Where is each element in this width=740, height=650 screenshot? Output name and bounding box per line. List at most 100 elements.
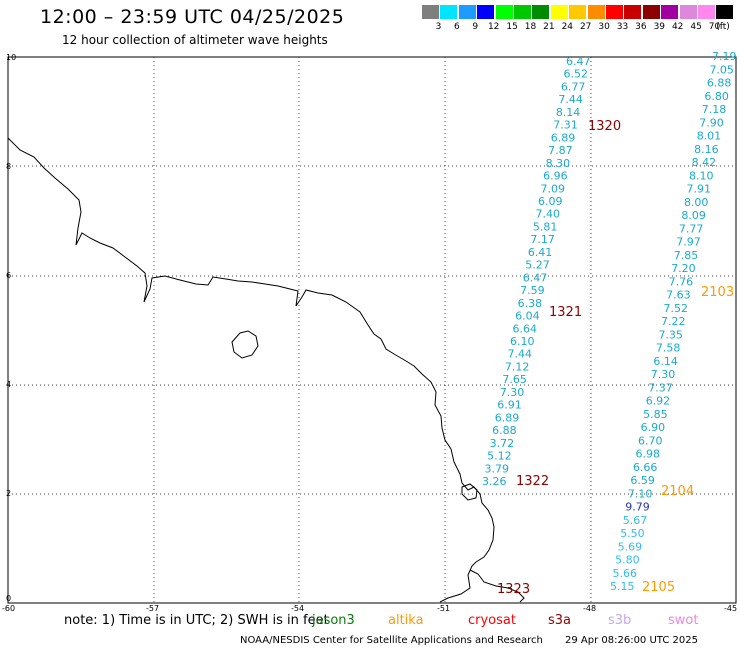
satellite-legend-item: altika <box>388 613 424 628</box>
scale-label: 45 <box>690 22 702 32</box>
track2-wave-value: 7.10 <box>628 487 653 500</box>
track1-wave-value: 6.47 <box>523 271 548 284</box>
scale-label: 24 <box>561 22 574 32</box>
track1-wave-value: 6.09 <box>538 195 563 208</box>
track1-wave-value: 5.27 <box>525 259 550 272</box>
track1-wave-value: 6.52 <box>563 68 588 81</box>
scale-label: 6 <box>454 22 460 32</box>
scale-swatch <box>532 5 550 19</box>
longitude-tick-label: -48 <box>583 604 597 613</box>
longitude-tick-label: -60 <box>2 604 16 613</box>
track1-wave-value: 5.12 <box>487 450 512 463</box>
latitude-tick-label: 6 <box>6 271 12 280</box>
scale-swatch <box>477 5 495 19</box>
latitude-tick-label: 2 <box>6 489 12 498</box>
scale-swatch <box>606 5 623 19</box>
track2-wave-value: 8.16 <box>694 143 719 156</box>
scale-label: 36 <box>635 22 647 32</box>
scale-label: 12 <box>487 22 500 32</box>
track2-wave-value: 6.92 <box>646 395 671 408</box>
track2-wave-value: 5.85 <box>643 408 668 421</box>
track1-wave-value: 6.41 <box>528 246 553 259</box>
coast-inlet <box>469 569 525 603</box>
track1-wave-value: 7.30 <box>500 386 525 399</box>
track1-wave-value: 8.30 <box>546 157 571 170</box>
track2-wave-value: 5.15 <box>610 580 635 593</box>
longitude-tick-label: -51 <box>437 604 451 613</box>
track1-wave-value: 7.59 <box>520 284 545 297</box>
satellite-legend-item: jason3 <box>312 613 355 628</box>
track1-wave-value: 6.89 <box>551 131 576 144</box>
track1-wave-value: 7.65 <box>502 373 527 386</box>
scale-label: 70 <box>708 22 721 32</box>
scale-label: 15 <box>506 22 518 32</box>
scale-swatch <box>495 5 513 19</box>
scale-label: 39 <box>653 22 666 32</box>
track2-wave-value: 6.88 <box>707 77 732 90</box>
track2-wave-value: 5.69 <box>618 540 643 553</box>
map-frame <box>7 56 737 604</box>
scale-label: 3 <box>435 22 442 32</box>
scale-label: 33 <box>616 22 629 32</box>
track2-wave-value: 7.90 <box>699 116 724 129</box>
longitude-tick-label: -57 <box>146 604 160 613</box>
scale-swatch <box>458 5 476 19</box>
track1-wave-value: 3.79 <box>485 462 510 475</box>
track2-wave-value: 5.66 <box>613 567 638 580</box>
longitude-tick-label: -45 <box>724 604 738 613</box>
track1-wave-value: 7.40 <box>535 208 560 221</box>
scale-swatch <box>716 5 734 19</box>
track2-wave-value: 7.85 <box>674 249 699 262</box>
track1-wave-value: 7.09 <box>541 182 566 195</box>
track1-wave-value: 6.96 <box>543 170 568 183</box>
track1-pass-label: 1322 <box>516 474 549 489</box>
track2-wave-value: 9.79 <box>625 501 650 514</box>
island-offshore <box>231 330 259 359</box>
track2-wave-value: 7.05 <box>709 63 734 76</box>
track2-wave-value: 6.80 <box>704 90 729 103</box>
scale-swatch <box>661 5 679 19</box>
scale-label: 18 <box>524 22 537 32</box>
scale-label: 30 <box>598 22 610 32</box>
track2-wave-value: 5.50 <box>620 527 645 540</box>
track2-wave-value: 6.59 <box>630 474 655 487</box>
latitude-tick-label: 0 <box>6 594 12 603</box>
track2-wave-value: 7.91 <box>687 183 712 196</box>
scale-swatch <box>550 5 568 19</box>
track2-wave-value: 8.10 <box>689 169 714 182</box>
track1-wave-value: 6.38 <box>518 297 543 310</box>
track2-wave-value: 6.90 <box>641 421 666 434</box>
track1-wave-value: 6.04 <box>515 310 540 323</box>
track2-wave-value: 8.09 <box>681 209 706 222</box>
scale-swatch <box>587 5 605 19</box>
track1-wave-value: 7.87 <box>548 144 573 157</box>
island-marajo <box>461 483 478 501</box>
scale-label: 21 <box>543 22 555 32</box>
satellite-legend-item: cryosat <box>468 613 516 628</box>
credit-text: NOAA/NESDIS Center for Satellite Applica… <box>240 635 543 646</box>
scale-label: 42 <box>671 22 684 32</box>
track2-wave-value: 7.35 <box>658 328 683 341</box>
longitude-tick-label: -54 <box>291 604 305 613</box>
map-title: 12:00 – 23:59 UTC 04/25/2025 <box>40 6 345 28</box>
track2-wave-value: 7.20 <box>671 262 696 275</box>
track2-wave-value: 6.66 <box>633 461 658 474</box>
track1-wave-value: 6.77 <box>561 80 586 93</box>
track2-wave-value: 5.67 <box>623 514 648 527</box>
timestamp-text: 29 Apr 08:26:00 UTC 2025 <box>565 635 698 646</box>
track1-wave-value: 8.14 <box>556 106 581 119</box>
track2-wave-value: 6.98 <box>636 448 661 461</box>
track1-pass-label: 1321 <box>549 305 582 320</box>
track2-wave-value: 6.14 <box>653 355 678 368</box>
track2-wave-value: 7.19 <box>712 50 737 63</box>
track2-wave-value: 7.22 <box>661 315 686 328</box>
track1-wave-value: 3.26 <box>482 475 507 488</box>
track2-wave-value: 7.37 <box>648 381 673 394</box>
track2-wave-value: 7.52 <box>664 302 689 315</box>
satellite-legend-item: s3a <box>548 613 572 628</box>
track1-wave-value: 6.91 <box>497 399 521 412</box>
track2-wave-value: 8.00 <box>684 196 709 209</box>
latitude-tick-label: 4 <box>6 380 12 389</box>
footer-note: note: 1) Time is in UTC; 2) SWH is in fe… <box>64 613 329 628</box>
